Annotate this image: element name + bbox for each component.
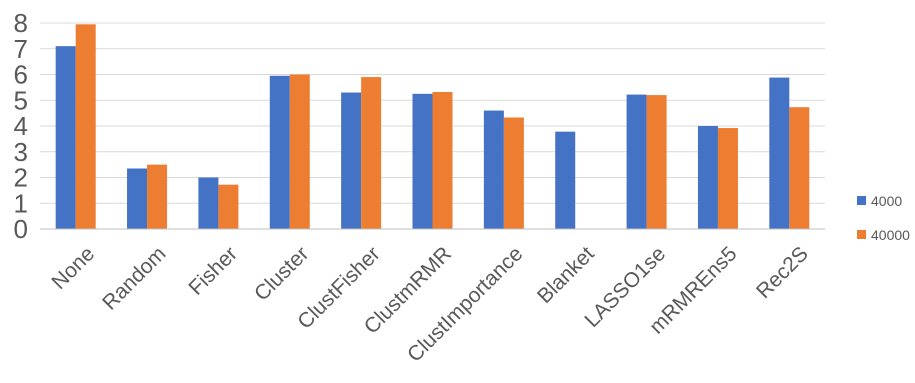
bar-4000-ClustmRMR — [412, 93, 433, 229]
bar-40000-ClustImportance — [503, 117, 524, 229]
y-tick-label: 0 — [14, 214, 28, 244]
bar-40000-Rec2S — [789, 107, 810, 229]
bar-4000-ClustFisher — [341, 92, 362, 230]
bar-40000-Cluster — [289, 74, 310, 229]
bars — [55, 24, 810, 230]
x-tick-label: Random — [98, 242, 170, 314]
y-tick-label: 1 — [14, 188, 28, 218]
bar-4000-Fisher — [198, 177, 219, 229]
x-tick-label: Fisher — [184, 242, 242, 300]
legend-label: 40000 — [871, 227, 910, 243]
bar-4000-Cluster — [269, 75, 290, 229]
bar-40000-ClustFisher — [361, 77, 382, 229]
bar-4000-ClustImportance — [483, 110, 504, 229]
bar-4000-Random — [127, 168, 148, 229]
y-tick-label: 7 — [14, 34, 28, 64]
legend-swatch — [857, 196, 866, 205]
bar-40000-mRMREns5 — [717, 128, 738, 229]
y-tick-label: 6 — [14, 60, 28, 90]
x-tick-label: Blanket — [533, 242, 599, 308]
bar-40000-LASSO1se — [646, 95, 667, 229]
y-tick-label: 2 — [14, 163, 28, 193]
y-tick-label: 3 — [14, 137, 28, 167]
bar-4000-Rec2S — [769, 77, 790, 229]
bar-4000-mRMREns5 — [697, 126, 718, 229]
y-tick-label: 8 — [14, 8, 28, 38]
bar-40000-ClustmRMR — [432, 92, 453, 229]
bar-40000-None — [75, 24, 96, 229]
bar-40000-Fisher — [218, 184, 239, 229]
x-tick-label: None — [47, 242, 99, 294]
legend-label: 4000 — [871, 193, 902, 209]
bar-4000-None — [55, 46, 76, 229]
legend: 4000 40000 — [857, 193, 910, 243]
bar-40000-Random — [147, 164, 168, 229]
x-tick-label: Rec2S — [752, 242, 813, 303]
legend-swatch — [857, 230, 866, 239]
bar-4000-LASSO1se — [626, 94, 647, 230]
y-tick-label: 5 — [14, 85, 28, 115]
bar-4000-Blanket — [555, 131, 576, 229]
x-tick-label: Cluster — [250, 242, 313, 305]
y-tick-label: 4 — [14, 111, 28, 141]
